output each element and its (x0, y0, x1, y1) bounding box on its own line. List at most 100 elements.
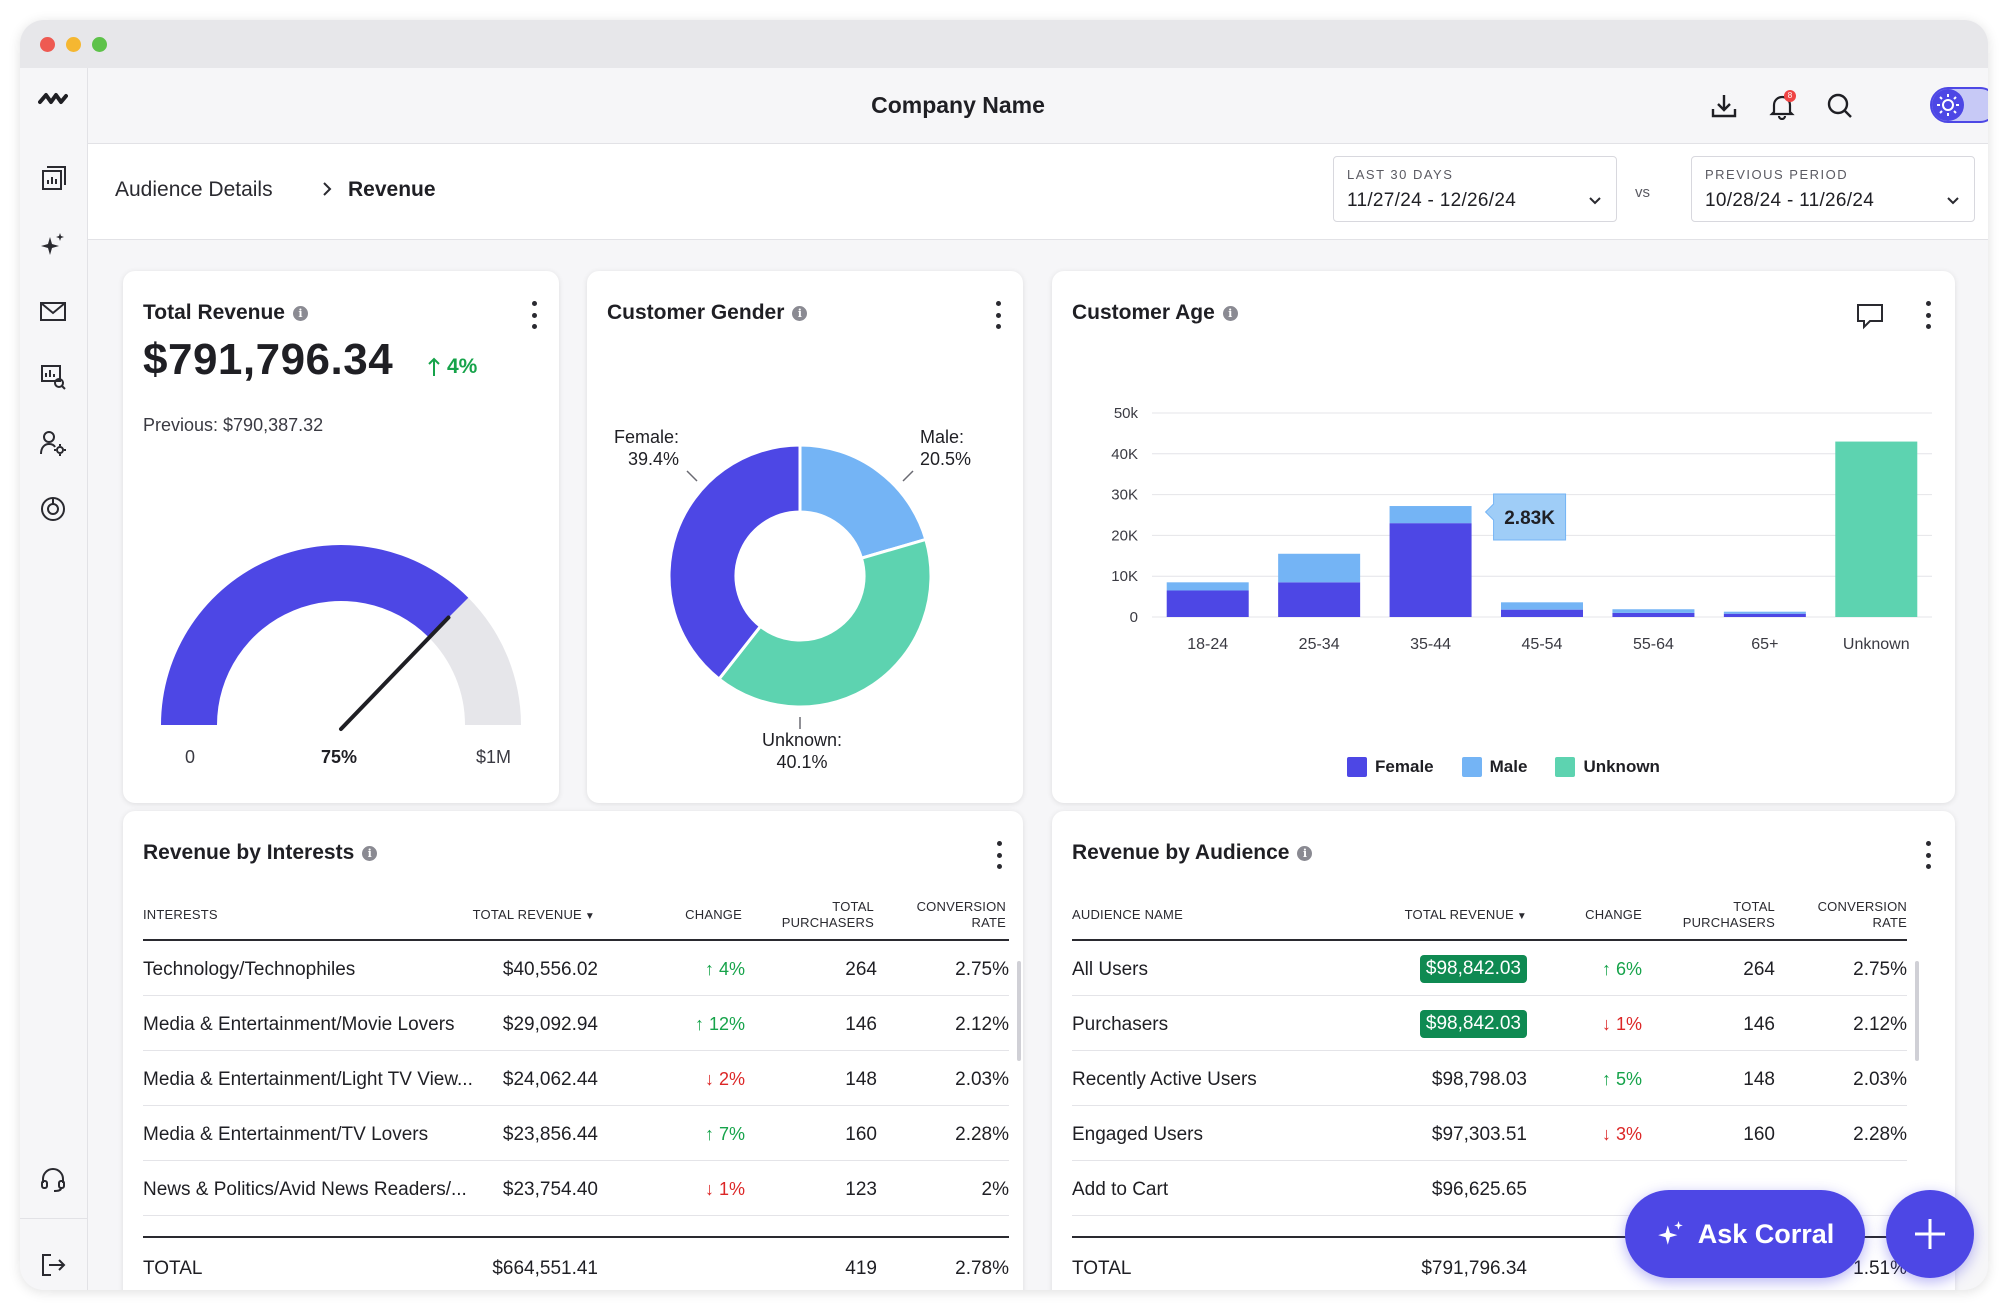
table-scrollbar[interactable] (1017, 961, 1021, 1061)
column-header-c4[interactable]: TOTAL PURCHASERS (1682, 899, 1775, 930)
bar-female-45-54[interactable] (1501, 609, 1583, 617)
integrations-icon[interactable] (36, 492, 70, 526)
table-row[interactable]: Media & Entertainment/Movie Lovers $29,09… (143, 996, 1009, 1051)
table-row[interactable]: Engaged Users $97,303.51 ↓ 3% 160 2.28% (1072, 1106, 1907, 1161)
column-header-c5[interactable]: CONVERSION RATE (1817, 899, 1907, 930)
y-tick-label: 30K (1111, 487, 1138, 504)
search-icon[interactable] (1820, 86, 1860, 126)
column-header-c1[interactable]: AUDIENCE NAME (1072, 907, 1183, 922)
table-row[interactable]: All Users $98,842.03 ↑ 6% 264 2.75% (1072, 941, 1907, 996)
gauge-max-label: $1M (476, 747, 512, 767)
table-row[interactable]: Technology/Technophiles $40,556.02 ↑ 4% 264… (143, 941, 1009, 996)
bar-male-45-54[interactable] (1501, 602, 1583, 610)
card-title: Customer Gender i (607, 301, 808, 325)
more-options-icon[interactable] (988, 299, 1008, 331)
cell-name: Engaged Users (1072, 1124, 1203, 1145)
cell-name: Technology/Technophiles (143, 959, 356, 980)
more-options-icon[interactable] (1918, 839, 1938, 871)
bar-male-65+[interactable] (1723, 611, 1806, 614)
y-tick-label: 40K (1111, 446, 1138, 463)
cell-rate: 2.75% (955, 959, 1009, 980)
column-header-c2[interactable]: TOTAL REVENUE ▼ (1404, 907, 1527, 922)
bar-male-55-64[interactable] (1612, 609, 1695, 613)
customer-gender-card: Customer Gender i Female: 39.4% Male: 20… (587, 271, 1023, 803)
current-period-label: LAST 30 DAYS (1347, 167, 1454, 182)
column-header-c3[interactable]: CHANGE (685, 907, 742, 922)
donut-slice-female[interactable] (667, 443, 802, 682)
mail-icon[interactable] (36, 294, 70, 328)
cell-rate: 2% (981, 1179, 1009, 1200)
legend-male[interactable]: Male (1461, 757, 1528, 777)
add-button[interactable] (1886, 1190, 1974, 1278)
cell-purchasers: 148 (845, 1069, 877, 1090)
table-row[interactable]: News & Politics/Avid News Readers/... $23… (143, 1161, 1009, 1216)
comment-icon[interactable] (1855, 301, 1885, 336)
info-icon[interactable]: i (1297, 845, 1313, 861)
info-icon[interactable]: i (1222, 305, 1238, 321)
info-icon[interactable]: i (362, 845, 378, 861)
total-row: TOTAL $664,551.41 419 2.78% (143, 1238, 1009, 1290)
ask-corral-button[interactable]: Ask Corral (1625, 1190, 1865, 1278)
more-options-icon[interactable] (989, 839, 1009, 871)
minimize-window-button[interactable] (66, 37, 81, 52)
donut-slice-unknown[interactable] (716, 537, 933, 709)
legend-male-label: Male (1489, 757, 1528, 776)
table-row[interactable]: Recently Active Users $98,798.03 ↑ 5% 148 2.… (1072, 1051, 1907, 1106)
user-settings-icon[interactable] (36, 426, 70, 460)
logout-icon[interactable] (36, 1248, 70, 1282)
legend-unknown[interactable]: Unknown (1555, 757, 1660, 777)
sparkle-icon[interactable] (36, 228, 70, 262)
bar-female-55-64[interactable] (1612, 612, 1695, 617)
info-icon[interactable]: i (792, 305, 808, 321)
x-tick-label: 65+ (1751, 636, 1778, 653)
x-tick-label: 55-64 (1633, 636, 1674, 653)
breadcrumb-parent-link[interactable]: Audience Details (115, 178, 273, 201)
bar-female-35-44[interactable] (1389, 523, 1472, 617)
bar-female-25-34[interactable] (1278, 582, 1361, 617)
cell-change: ↓ 1% (1601, 1014, 1642, 1034)
y-tick-label: 20K (1111, 527, 1138, 544)
notifications-bell-icon[interactable]: 8 (1762, 86, 1802, 126)
maximize-window-button[interactable] (92, 37, 107, 52)
table-row[interactable]: Add to Cart $96,625.65 (1072, 1161, 1907, 1216)
tooltip-value: 2.83K (1504, 508, 1555, 529)
report-search-icon[interactable] (36, 360, 70, 394)
dashboard-icon[interactable] (36, 162, 70, 196)
revenue-by-interests-card: Revenue by Interests i INTERESTS TOTAL RE… (123, 811, 1023, 1290)
close-window-button[interactable] (40, 37, 55, 52)
bar-unknown-Unknown[interactable] (1835, 441, 1918, 617)
table-row[interactable]: Media & Entertainment/TV Lovers $23,856.4… (143, 1106, 1009, 1161)
table-scrollbar[interactable] (1915, 961, 1919, 1061)
column-header-c3[interactable]: CHANGE (1585, 907, 1642, 922)
column-header-c4[interactable]: TOTAL PURCHASERS (781, 899, 874, 930)
bar-male-18-24[interactable] (1166, 582, 1249, 591)
cell-revenue: $40,556.02 (502, 959, 598, 980)
more-options-icon[interactable] (524, 299, 544, 331)
table-row[interactable]: Media & Entertainment/Light TV View... $2… (143, 1051, 1009, 1106)
download-icon[interactable] (1704, 86, 1744, 126)
bar-female-65+[interactable] (1723, 613, 1806, 617)
legend-female[interactable]: Female (1347, 757, 1434, 777)
column-header-c2[interactable]: TOTAL REVENUE ▼ (472, 907, 595, 922)
current-date-range-select[interactable]: LAST 30 DAYS 11/27/24 - 12/26/24 (1333, 156, 1617, 222)
sparkle-icon (1657, 1221, 1683, 1245)
card-title: Revenue by Interests i (143, 841, 378, 865)
cell-name: Purchasers (1072, 1014, 1169, 1035)
cell-revenue: $23,754.40 (502, 1179, 598, 1200)
support-headset-icon[interactable] (36, 1162, 70, 1196)
logo-icon[interactable] (36, 82, 70, 116)
column-header-c5[interactable]: CONVERSION RATE (916, 899, 1006, 930)
column-header-c1[interactable]: INTERESTS (143, 907, 218, 922)
previous-date-range-select[interactable]: PREVIOUS PERIOD 10/28/24 - 11/26/24 (1691, 156, 1975, 222)
female-label-text: Female: (613, 427, 679, 447)
more-options-icon[interactable] (1918, 299, 1938, 331)
revenue-change: 4% (427, 355, 477, 379)
bar-female-18-24[interactable] (1166, 590, 1249, 617)
info-icon[interactable]: i (292, 305, 308, 321)
table-row[interactable]: Purchasers $98,842.03 ↓ 1% 146 2.12% (1072, 996, 1907, 1051)
donut-slice-male[interactable] (798, 443, 928, 561)
bar-male-35-44[interactable] (1389, 506, 1472, 524)
male-pct: 20.5% (920, 449, 972, 469)
bar-male-25-34[interactable] (1278, 553, 1361, 583)
theme-toggle[interactable] (1930, 87, 1988, 123)
